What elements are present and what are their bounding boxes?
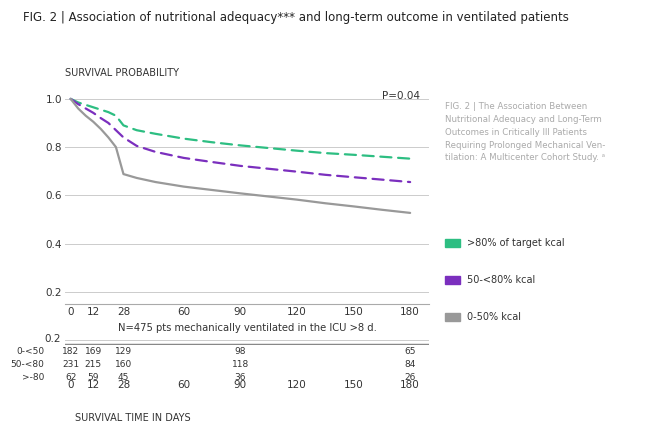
Text: 50-<80: 50-<80	[10, 360, 44, 369]
Text: 62: 62	[65, 373, 76, 382]
Text: 160: 160	[115, 360, 132, 369]
Text: FIG. 2 | The Association Between
Nutritional Adequacy and Long-Term
Outcomes in : FIG. 2 | The Association Between Nutriti…	[445, 102, 606, 162]
Text: 84: 84	[404, 360, 416, 369]
Text: 231: 231	[62, 360, 79, 369]
Text: 0.2: 0.2	[44, 334, 60, 345]
Text: 28: 28	[117, 380, 130, 390]
Text: 45: 45	[118, 373, 129, 382]
Text: 0: 0	[68, 380, 74, 390]
Text: 150: 150	[344, 380, 363, 390]
Text: N=475 pts mechanically ventilated in the ICU >8 d.: N=475 pts mechanically ventilated in the…	[118, 322, 376, 333]
Text: P=0.04: P=0.04	[382, 91, 420, 101]
Text: 180: 180	[400, 380, 420, 390]
Text: 169: 169	[84, 347, 102, 355]
Text: 98: 98	[235, 347, 246, 355]
Text: SURVIVAL TIME IN DAYS: SURVIVAL TIME IN DAYS	[75, 413, 190, 423]
Text: 182: 182	[62, 347, 79, 355]
Text: 0-50% kcal: 0-50% kcal	[467, 312, 521, 322]
Text: 26: 26	[404, 373, 416, 382]
Text: 12: 12	[86, 380, 100, 390]
Text: 65: 65	[404, 347, 416, 355]
Text: 36: 36	[235, 373, 246, 382]
Text: 215: 215	[84, 360, 102, 369]
Text: 129: 129	[115, 347, 132, 355]
Text: 0-<50: 0-<50	[16, 347, 44, 355]
Text: >80% of target kcal: >80% of target kcal	[467, 238, 565, 248]
Text: 60: 60	[177, 380, 190, 390]
Text: 90: 90	[234, 380, 247, 390]
Text: 118: 118	[232, 360, 249, 369]
Text: 120: 120	[287, 380, 307, 390]
Text: >-80: >-80	[22, 373, 44, 382]
Text: FIG. 2 | Association of nutritional adequacy*** and long-term outcome in ventila: FIG. 2 | Association of nutritional adeq…	[23, 11, 569, 24]
Text: SURVIVAL PROBABILITY: SURVIVAL PROBABILITY	[65, 68, 179, 78]
Text: 59: 59	[88, 373, 99, 382]
Text: 50-<80% kcal: 50-<80% kcal	[467, 275, 536, 285]
